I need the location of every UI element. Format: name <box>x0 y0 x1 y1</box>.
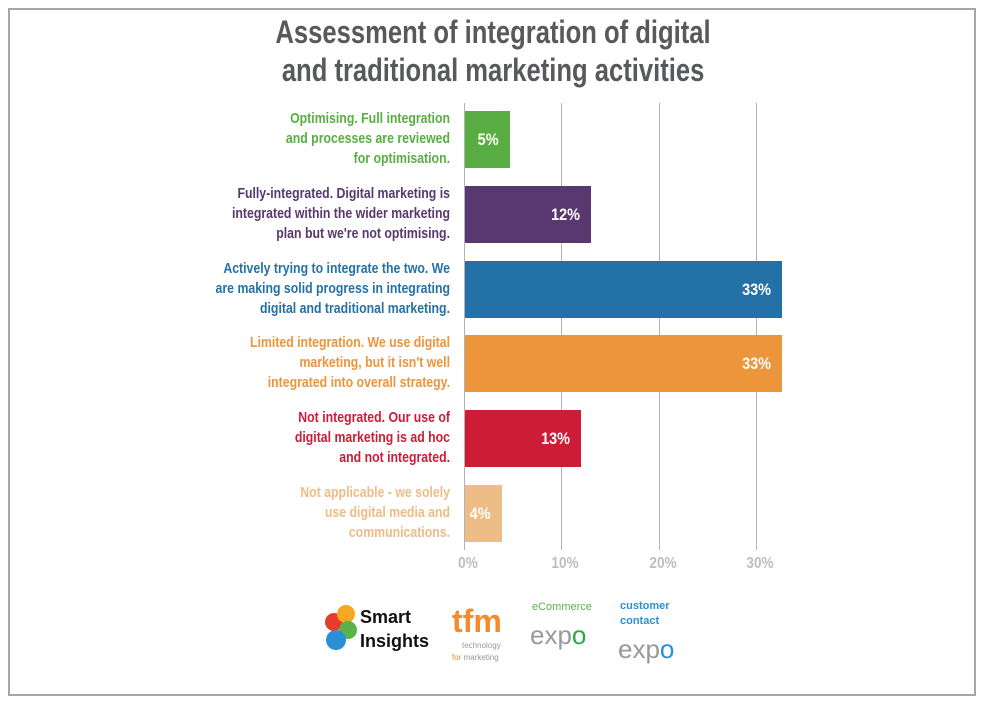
ecommerce-expo-logo: eCommerce expo <box>530 601 592 650</box>
category-label-line: Limited integration. We use digital <box>249 334 450 352</box>
data-label: 33% <box>742 279 772 299</box>
category-label-line: Optimising. Full integration <box>290 110 450 127</box>
data-label: 5% <box>477 130 499 149</box>
category-label: Not applicable - we solely use digital me… <box>90 483 450 543</box>
category-label-line: Actively trying to integrate the two. We <box>223 259 450 277</box>
category-label-line: Not applicable - we solely <box>300 484 450 501</box>
bar <box>465 335 783 393</box>
svg-text:eCommerce: eCommerce <box>532 601 592 613</box>
x-tick-label: 10% <box>551 555 579 572</box>
svg-text:Insights: Insights <box>360 631 429 651</box>
category-label-line: use digital media and <box>324 504 450 521</box>
svg-text:customer: customer <box>620 600 670 612</box>
category-label-line: are making solid progress in integrating <box>215 279 450 297</box>
category-label: Not integrated. Our use of digital market… <box>90 408 450 468</box>
svg-text:Smart: Smart <box>360 607 411 627</box>
gridline <box>561 103 563 550</box>
bar <box>465 111 510 168</box>
x-tick-label: 20% <box>648 555 677 572</box>
category-label-line: and not integrated. <box>339 449 450 467</box>
category-label-line: and processes are reviewed <box>285 130 450 147</box>
bar <box>465 410 581 468</box>
category-label-line: for optimisation. <box>353 150 450 167</box>
data-label: 33% <box>742 354 772 374</box>
chart-title-line-1: Assessment of integration of digital <box>0 14 986 50</box>
category-label-line: marketing, but it isn't well <box>299 354 450 372</box>
chart-title-line-2: and traditional marketing activities <box>0 52 986 88</box>
category-label-line: Fully-integrated. Digital marketing is <box>237 184 450 202</box>
category-label: Optimising. Full integration and processe… <box>90 109 450 169</box>
category-label-line: plan but we're not optimising. <box>276 224 450 242</box>
gridline <box>755 103 757 550</box>
title-text: Assessment of integration of digital <box>275 14 711 50</box>
customer-contact-expo-logo: customer contact expo <box>618 600 674 664</box>
category-label: Fully-integrated. Digital marketing is in… <box>90 184 450 244</box>
category-label-line: Not integrated. Our use of <box>298 409 450 427</box>
svg-text:technology: technology <box>462 641 501 650</box>
category-label-line: digital marketing is ad hoc <box>294 429 450 447</box>
bar <box>465 260 783 318</box>
category-label-line: integrated into overall strategy. <box>267 374 450 392</box>
category-label: Limited integration. We use digital marke… <box>90 333 450 393</box>
tfm-logo: tfm technology for marketing <box>452 603 502 662</box>
smart-insights-logo: Smart Insights <box>325 605 429 651</box>
category-label: Actively trying to integrate the two. We… <box>90 259 450 319</box>
x-tick-label: 30% <box>746 555 774 572</box>
category-label-line: digital and traditional marketing. <box>260 299 450 317</box>
category-label-line: integrated within the wider marketing <box>231 204 450 222</box>
data-label: 12% <box>550 204 580 224</box>
svg-text:expo: expo <box>618 634 674 664</box>
gridline <box>464 103 465 550</box>
svg-text:for marketing: for marketing <box>452 653 499 662</box>
title-text: and traditional marketing activities <box>281 52 705 88</box>
svg-text:tfm: tfm <box>452 603 502 639</box>
data-label: 13% <box>540 429 570 449</box>
sponsor-logos: Smart Insights tfm technology for market… <box>325 600 674 664</box>
data-label: 4% <box>470 504 491 523</box>
chart-frame <box>8 8 976 696</box>
bar <box>465 485 502 542</box>
category-label-line: communications. <box>348 524 450 541</box>
svg-text:expo: expo <box>530 620 586 650</box>
bar <box>465 185 591 243</box>
svg-text:contact: contact <box>620 615 659 627</box>
gridline <box>658 103 660 550</box>
x-tick-label: 0% <box>458 555 478 572</box>
